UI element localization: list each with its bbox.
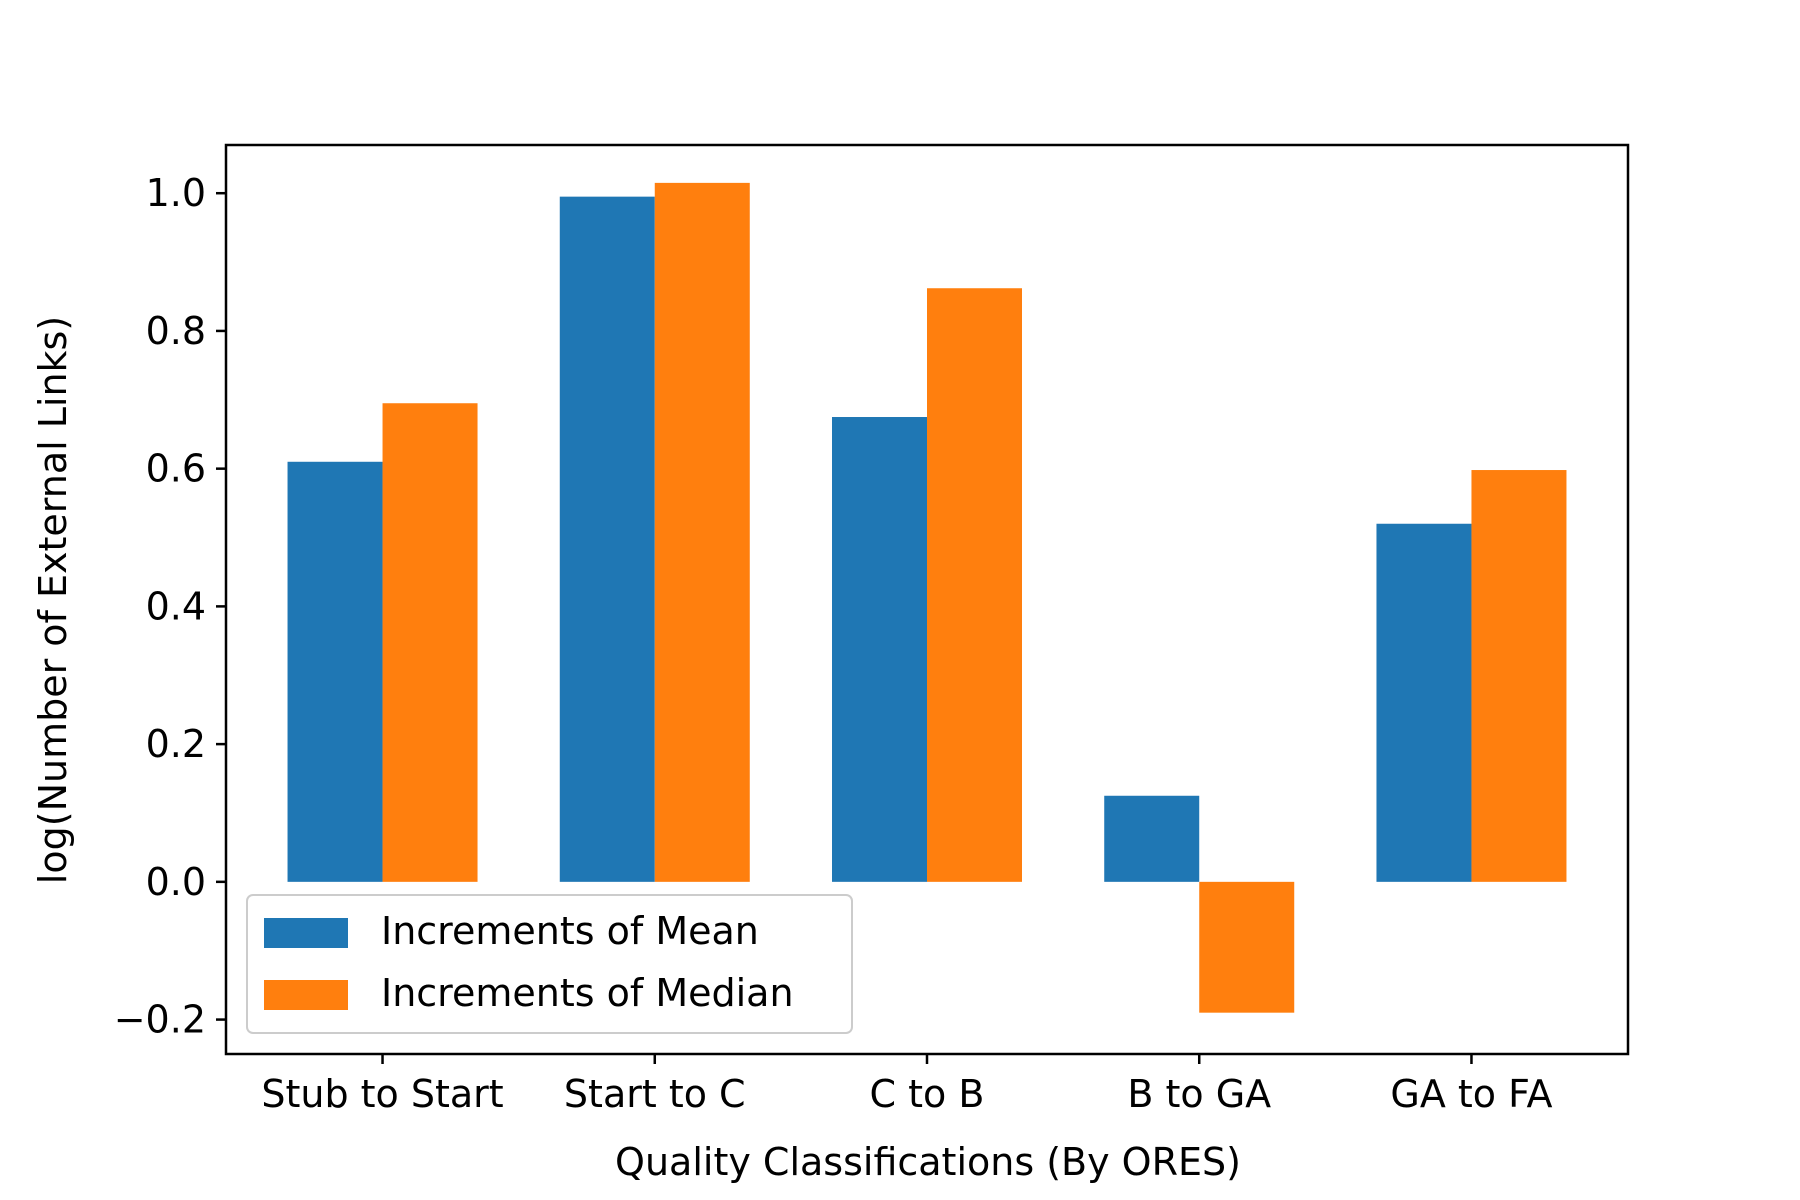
bar-mean-0 [287, 461, 383, 882]
bar-median-1 [654, 182, 750, 882]
bar-mean-1 [559, 196, 655, 882]
y-tick-label: 0.4 [146, 584, 206, 628]
y-tick-label: 1.0 [146, 171, 206, 215]
y-tick-label: 0.0 [146, 860, 206, 904]
y-tick-label: −0.2 [114, 998, 206, 1042]
x-tick-label: Stub to Start [261, 1072, 503, 1116]
legend-box [246, 894, 853, 1034]
x-tick-label: C to B [870, 1072, 985, 1116]
legend: Increments of Mean Increments of Median [246, 894, 853, 1034]
bar-median-2 [927, 288, 1022, 882]
bar-mean-3 [1104, 795, 1200, 882]
x-ticks-group: Stub to Start Start to C C to B B to GA GA t… [261, 1054, 1553, 1116]
bar-median-4 [1471, 470, 1567, 882]
bar-mean-2 [832, 417, 927, 882]
y-tick-label: 0.8 [146, 309, 206, 353]
bar-median-3 [1199, 881, 1295, 1013]
legend-swatch-mean [264, 918, 348, 948]
y-axis-label: log(Number of External Links) [31, 316, 75, 884]
legend-swatch-median [264, 980, 348, 1010]
y-tick-label: 0.2 [146, 722, 206, 766]
bars-group [287, 182, 1567, 1013]
x-tick-label: Start to C [564, 1072, 746, 1116]
legend-label-median: Increments of Median [381, 971, 794, 1015]
legend-label-mean: Increments of Mean [381, 909, 759, 953]
plot-frame [224, 143, 1630, 1056]
x-tick-label: GA to FA [1390, 1072, 1552, 1116]
bar-median-0 [382, 403, 478, 882]
y-tick-label: 0.6 [146, 447, 206, 491]
bar-mean-4 [1376, 523, 1472, 882]
x-axis-label: Quality Classifications (By ORES) [615, 1140, 1241, 1184]
x-tick-label: B to GA [1127, 1072, 1271, 1116]
y-ticks-group: −0.2 0.0 0.2 0.4 0.6 0.8 1.0 [114, 171, 226, 1042]
